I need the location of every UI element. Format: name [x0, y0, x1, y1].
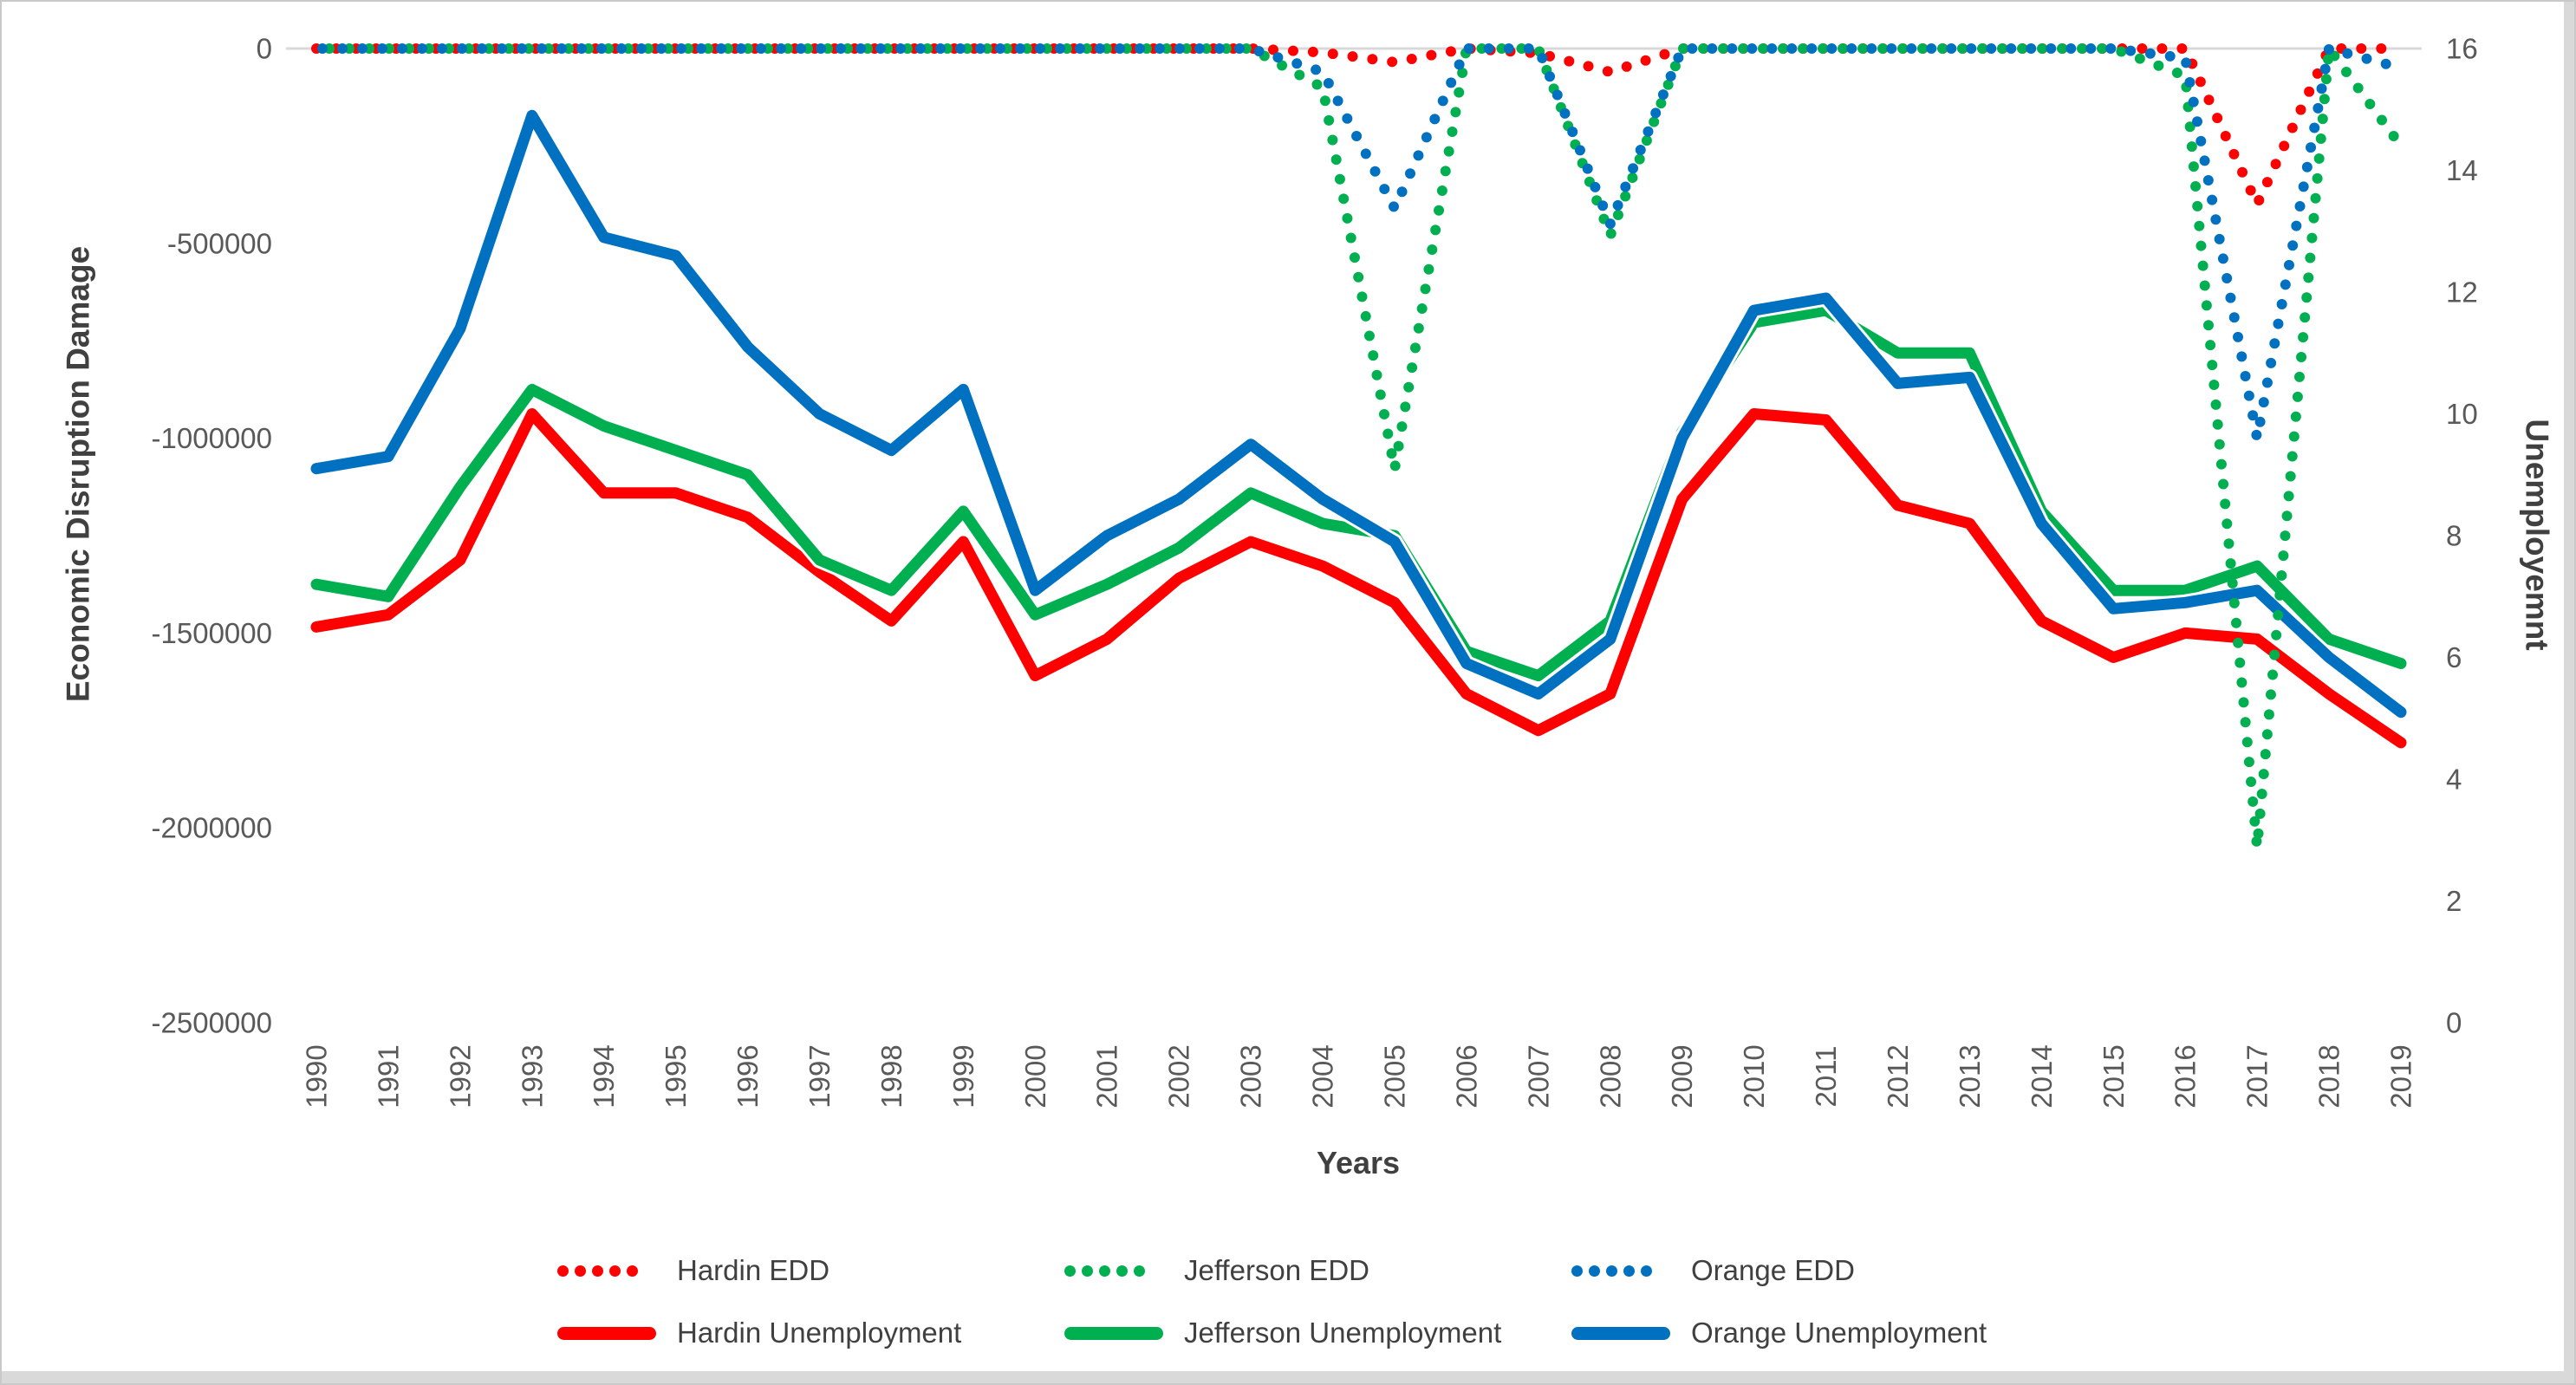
left-axis-tick-labels: 0 -500000 -1000000 -1500000 -2000000 -2500000	[152, 33, 272, 1039]
svg-text:2015: 2015	[2098, 1044, 2130, 1108]
svg-text:0: 0	[257, 33, 272, 65]
svg-text:-1000000: -1000000	[152, 422, 272, 454]
svg-text:2005: 2005	[1378, 1044, 1410, 1108]
svg-text:2018: 2018	[2313, 1044, 2345, 1108]
svg-text:1997: 1997	[803, 1044, 836, 1108]
svg-text:10: 10	[2446, 398, 2478, 430]
chart-legend: Hardin EDD Jefferson EDD Orange EDD H	[557, 1239, 2204, 1369]
svg-text:1995: 1995	[660, 1044, 692, 1108]
window-edge-right	[2564, 2, 2574, 1383]
svg-text:1994: 1994	[588, 1044, 620, 1108]
series-orange-edd	[311, 43, 2406, 444]
svg-text:2007: 2007	[1522, 1044, 1554, 1108]
svg-text:6: 6	[2446, 641, 2462, 673]
svg-text:Economic Disruption Damage: Economic Disruption Damage	[61, 246, 96, 702]
svg-text:16: 16	[2446, 33, 2478, 65]
legend-orange-unemployment: Orange Unemployment	[1571, 1317, 2078, 1349]
svg-text:2001: 2001	[1091, 1044, 1123, 1108]
solid-line-marker-green-icon	[1064, 1326, 1184, 1340]
legend-label: Jefferson EDD	[1184, 1254, 1369, 1286]
svg-text:2012: 2012	[1882, 1044, 1914, 1108]
svg-text:1992: 1992	[444, 1044, 476, 1108]
svg-text:-1500000: -1500000	[152, 617, 272, 649]
svg-text:2013: 2013	[1954, 1044, 1986, 1108]
svg-text:1998: 1998	[875, 1044, 907, 1108]
svg-text:1990: 1990	[301, 1044, 333, 1108]
svg-text:2019: 2019	[2385, 1044, 2417, 1108]
dotted-line-marker-blue-icon	[1571, 1265, 1691, 1277]
svg-text:2009: 2009	[1666, 1044, 1698, 1108]
svg-text:2016: 2016	[2169, 1044, 2202, 1108]
legend-label: Orange EDD	[1691, 1254, 1855, 1286]
legend-jefferson-edd: Jefferson EDD	[1064, 1254, 1571, 1287]
svg-text:2000: 2000	[1019, 1044, 1051, 1108]
svg-text:2003: 2003	[1235, 1044, 1267, 1108]
legend-hardin-edd: Hardin EDD	[557, 1254, 1064, 1287]
svg-text:2006: 2006	[1450, 1044, 1482, 1108]
svg-text:2004: 2004	[1307, 1044, 1339, 1108]
series-hardin-unemployment	[308, 406, 2410, 751]
legend-label: Jefferson Unemployment	[1184, 1317, 1502, 1349]
svg-text:8: 8	[2446, 520, 2462, 552]
svg-text:2011: 2011	[1810, 1046, 1842, 1108]
series-orange-unemployment	[308, 107, 2410, 721]
axis-titles: Economic Disruption Damage Unemployemnt Ye…	[61, 246, 2555, 1180]
svg-text:12: 12	[2446, 276, 2478, 309]
legend-label: Hardin EDD	[677, 1254, 830, 1286]
x-axis-tick-labels: 1990 1991 1992 1993 1994 1995 1996 1997 1998 1999…	[301, 1044, 2417, 1108]
svg-text:2008: 2008	[1594, 1044, 1626, 1108]
solid-line-marker-blue-icon	[1571, 1326, 1691, 1340]
legend-jefferson-unemployment: Jefferson Unemployment	[1064, 1317, 1571, 1349]
svg-text:Unemployemnt: Unemployemnt	[2520, 419, 2555, 650]
svg-text:0: 0	[2446, 1007, 2462, 1039]
legend-row-unemployment: Hardin Unemployment Jefferson Unemployme…	[557, 1302, 2204, 1364]
svg-text:1991: 1991	[372, 1044, 404, 1108]
svg-text:Years: Years	[1317, 1145, 1400, 1180]
series-hardin-edd	[311, 43, 2406, 210]
svg-text:2010: 2010	[1738, 1044, 1770, 1108]
svg-text:1996: 1996	[732, 1044, 764, 1108]
svg-text:1999: 1999	[947, 1044, 979, 1108]
svg-text:4: 4	[2446, 764, 2462, 796]
svg-text:2014: 2014	[2026, 1044, 2058, 1108]
svg-text:2002: 2002	[1163, 1044, 1195, 1108]
svg-text:14: 14	[2446, 154, 2478, 186]
svg-text:-2000000: -2000000	[152, 812, 272, 844]
legend-label: Orange Unemployment	[1691, 1317, 1987, 1349]
dotted-line-marker-red-icon	[557, 1265, 677, 1277]
svg-text:-2500000: -2500000	[152, 1007, 272, 1039]
legend-row-edd: Hardin EDD Jefferson EDD Orange EDD	[557, 1239, 2204, 1302]
window-edge-bottom	[2, 1371, 2574, 1383]
right-axis-tick-labels: 16 14 12 10 8 6 4 2 0	[2446, 33, 2478, 1039]
svg-text:-500000: -500000	[167, 227, 272, 259]
legend-label: Hardin Unemployment	[677, 1317, 962, 1349]
dotted-line-marker-green-icon	[1064, 1265, 1184, 1277]
svg-text:1993: 1993	[516, 1044, 548, 1108]
legend-hardin-unemployment: Hardin Unemployment	[557, 1317, 1064, 1349]
svg-text:2017: 2017	[2241, 1044, 2274, 1108]
svg-text:2: 2	[2446, 885, 2462, 917]
legend-orange-edd: Orange EDD	[1571, 1254, 2078, 1287]
solid-line-marker-red-icon	[557, 1326, 677, 1340]
series-jefferson-edd	[311, 43, 2406, 853]
